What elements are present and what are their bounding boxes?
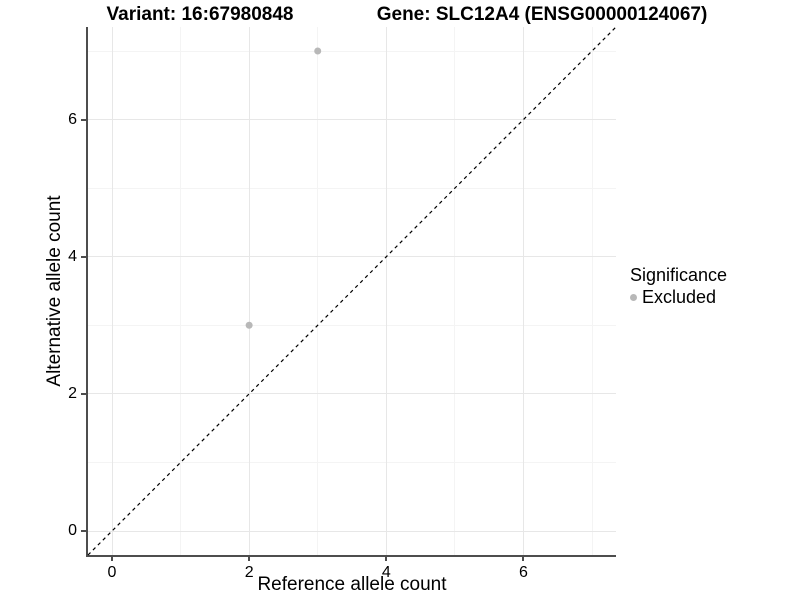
- data-point: [314, 47, 322, 55]
- gridline-y-minor: [88, 324, 616, 326]
- legend-title: Significance: [630, 265, 728, 285]
- excluded-point-icon: [630, 294, 637, 301]
- y-axis-title: Alternative allele count: [44, 195, 65, 387]
- y-axis-tick: [81, 392, 86, 395]
- data-layer: [87, 26, 617, 556]
- legend: Significance Excluded: [630, 265, 727, 308]
- y-axis-tick: [81, 118, 86, 121]
- x-axis-tick: [111, 556, 113, 561]
- gridline-x-major: [522, 27, 524, 555]
- gridline-x-major: [248, 27, 250, 555]
- identity-reference-line: [87, 26, 617, 556]
- y-tick-label: 6: [68, 110, 77, 128]
- y-axis-tick: [81, 530, 86, 532]
- x-axis-tick: [248, 556, 251, 561]
- gridline-y-major: [88, 256, 616, 258]
- x-axis-tick: [385, 556, 388, 561]
- plot-title-variant: Variant: 16:67980848: [106, 4, 294, 25]
- x-tick-label: 2: [244, 564, 254, 581]
- gridline-y-major: [88, 530, 616, 532]
- y-tick-label: 0: [68, 522, 77, 539]
- legend-entry-excluded: Excluded: [630, 287, 727, 308]
- gridline-x-major: [385, 27, 387, 555]
- gridline-x-minor: [180, 27, 182, 555]
- y-tick-label: 4: [68, 247, 77, 265]
- gridline-y-minor: [88, 50, 616, 52]
- plot-panel: 0 2 4 6 0 2 4 6: [68, 26, 617, 581]
- gridline-y-minor: [88, 187, 616, 189]
- gridline-x-minor: [317, 27, 319, 555]
- x-axis-title: Reference allele count: [257, 574, 447, 595]
- x-axis-tick: [522, 556, 525, 561]
- data-point: [245, 321, 253, 329]
- gridline-x-minor: [591, 27, 593, 555]
- y-tick-label: 2: [68, 384, 77, 402]
- x-tick-label: 6: [518, 564, 528, 581]
- gridline-x-major: [111, 27, 113, 555]
- gridline-y-major: [88, 393, 616, 395]
- gridline-x-minor: [454, 27, 456, 555]
- gridline-y-major: [88, 119, 616, 121]
- x-tick-label: 4: [381, 564, 391, 581]
- x-tick-label: 0: [107, 564, 117, 581]
- legend-entry-label: Excluded: [642, 287, 717, 307]
- y-axis-tick: [81, 255, 86, 258]
- gridline-y-minor: [88, 461, 616, 463]
- plot-title-gene: Gene: SLC12A4 (ENSG00000124067): [376, 4, 708, 25]
